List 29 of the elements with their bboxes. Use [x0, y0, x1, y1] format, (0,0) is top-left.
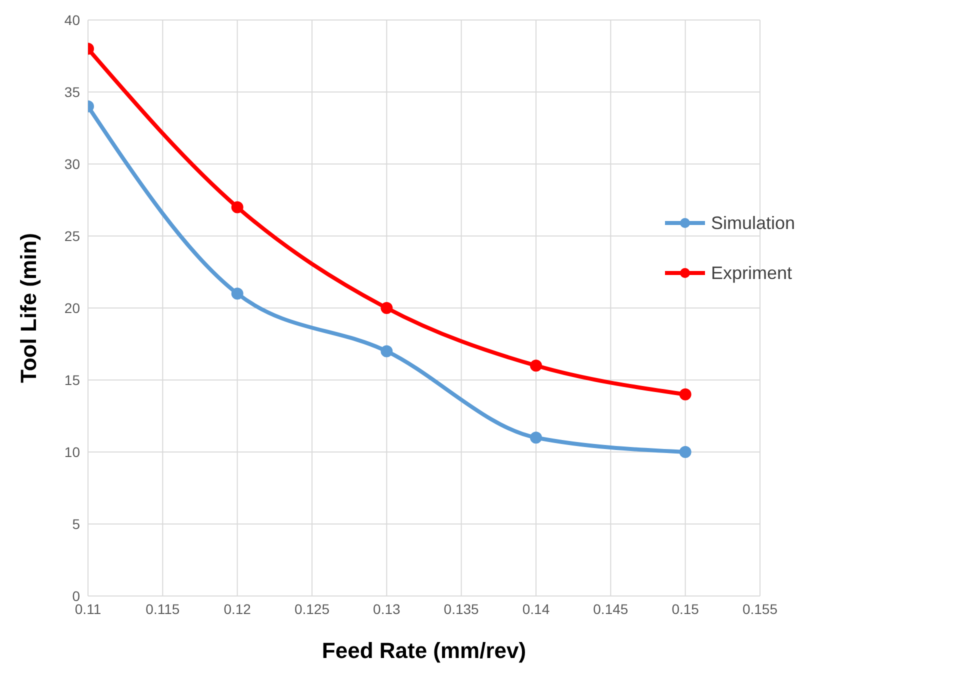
point	[380, 302, 393, 314]
y-tick-label: 30	[64, 156, 80, 172]
y-tick-label: 10	[64, 444, 80, 460]
x-tick-label: 0.135	[444, 600, 480, 617]
x-tick-label: 0.14	[522, 600, 550, 617]
x-tick-label: 0.125	[294, 600, 330, 617]
point	[380, 345, 393, 358]
x-tick-label: 0.12	[224, 600, 252, 617]
point	[530, 432, 542, 444]
x-tick-label: 0.145	[593, 600, 628, 617]
y-tick-label: 20	[64, 300, 80, 316]
point	[679, 388, 692, 400]
x-tick-label: 0.15	[672, 600, 700, 617]
x-tick-label: 0.13	[373, 600, 401, 617]
point	[231, 201, 244, 214]
legend-label: Expriment	[711, 262, 792, 284]
y-tick-label: 15	[64, 372, 80, 388]
x-tick-label: 0.155	[742, 600, 778, 617]
point	[231, 288, 244, 300]
y-tick-label: 35	[64, 84, 80, 100]
y-axis-title: Tool Life (min)	[16, 233, 41, 383]
y-tick-label: 5	[72, 516, 80, 532]
y-tick-label: 40	[64, 12, 80, 28]
legend-label: Simulation	[711, 212, 796, 234]
x-tick-label: 0.115	[146, 600, 180, 617]
x-axis-title: Feed Rate (mm/rev)	[322, 638, 526, 663]
point	[530, 360, 542, 372]
y-tick-label: 25	[64, 228, 80, 244]
point	[679, 446, 692, 458]
